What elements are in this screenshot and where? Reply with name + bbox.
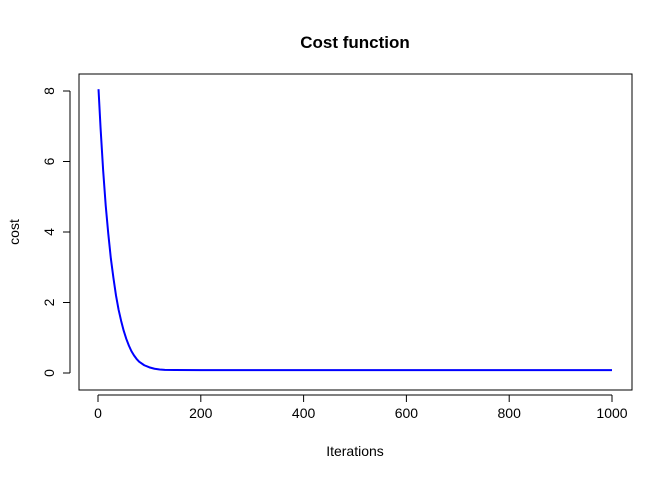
y-tick-label: 4	[41, 228, 57, 236]
y-tick-label: 2	[41, 298, 57, 306]
series-layer	[97, 89, 612, 372]
y-axis-label: cost	[6, 219, 22, 245]
cost-series-line	[97, 89, 612, 372]
x-tick-label: 400	[292, 405, 316, 421]
y-axis: 0 2 4 6 8	[41, 87, 71, 377]
x-axis: 0 200 400 600 800 1000	[94, 394, 628, 421]
x-axis-label: Iterations	[326, 443, 384, 459]
x-tick-label: 1000	[596, 405, 627, 421]
y-tick-label: 0	[41, 369, 57, 377]
x-tick-label: 200	[189, 405, 213, 421]
plot-frame	[78, 73, 633, 391]
y-tick-label: 6	[41, 157, 57, 165]
chart-title: Cost function	[300, 33, 410, 52]
y-tick-label: 8	[41, 87, 57, 95]
x-tick-label: 800	[498, 405, 522, 421]
x-tick-label: 0	[94, 405, 102, 421]
x-tick-label: 600	[395, 405, 419, 421]
